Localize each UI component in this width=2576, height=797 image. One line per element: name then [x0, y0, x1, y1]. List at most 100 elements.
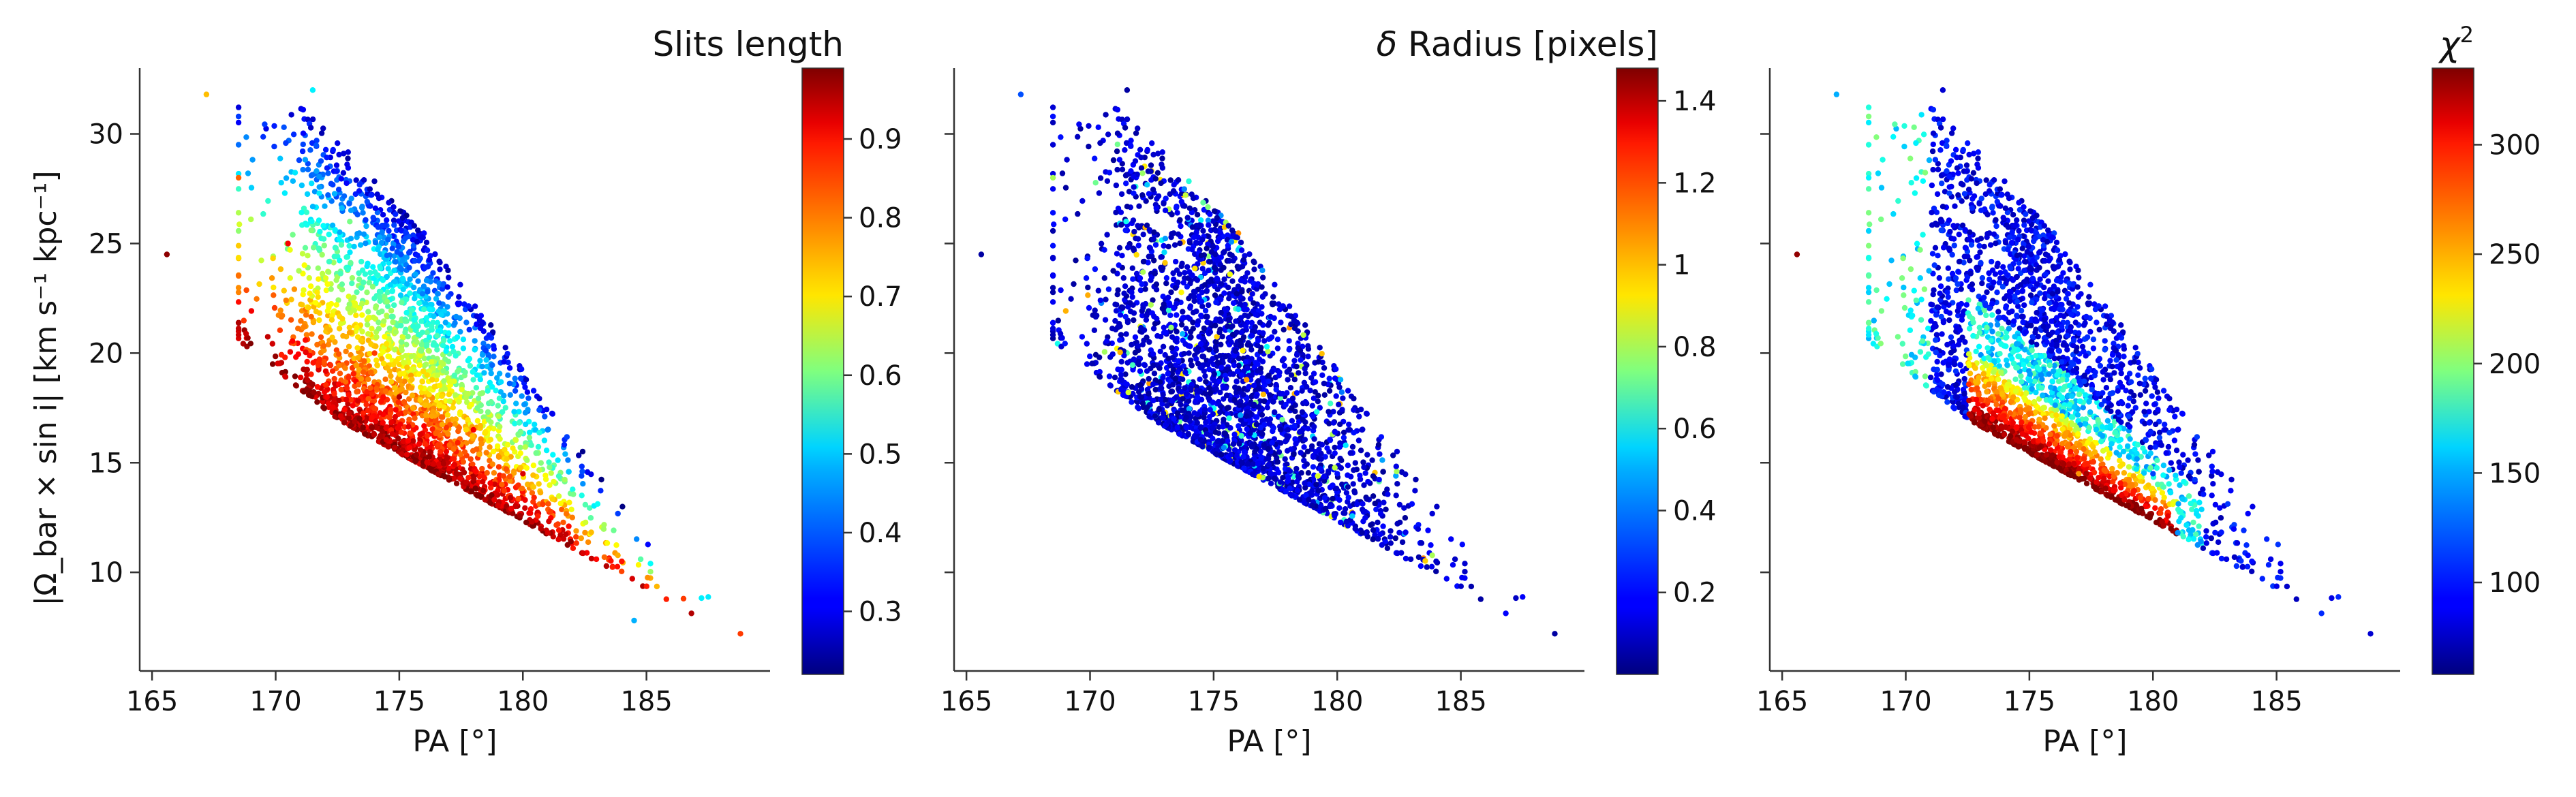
scatter-point — [573, 528, 579, 534]
scatter-point — [1194, 277, 1201, 283]
scatter-point — [437, 260, 443, 266]
scatter-point — [1351, 407, 1357, 413]
scatter-point — [457, 281, 463, 287]
scatter-point — [333, 245, 339, 251]
scatter-point — [476, 473, 482, 480]
scatter-point — [425, 347, 431, 354]
scatter-point — [1207, 329, 1214, 335]
scatter-point — [1140, 232, 1146, 238]
scatter-point — [1122, 147, 1128, 153]
scatter-point — [424, 433, 430, 439]
x-tick-label: 170 — [249, 686, 301, 717]
scatter-point — [1161, 249, 1167, 255]
scatter-point — [519, 485, 525, 492]
scatter-point — [406, 264, 412, 271]
scatter-point — [328, 317, 335, 323]
scatter-point — [1122, 283, 1129, 290]
scatter-point — [1068, 296, 1074, 302]
scatter-point — [1049, 104, 1056, 110]
scatter-point — [705, 594, 711, 600]
scatter-point — [1177, 217, 1183, 223]
scatter-point — [302, 245, 309, 251]
scatter-point — [271, 123, 277, 129]
scatter-point — [356, 276, 363, 283]
scatter-point — [393, 259, 399, 265]
scatter-point — [397, 371, 403, 377]
scatter-point — [512, 388, 519, 394]
scatter-point — [1253, 311, 1259, 317]
scatter-point — [424, 459, 430, 465]
scatter-point — [1150, 397, 1156, 404]
scatter-point — [1229, 278, 1236, 284]
scatter-point — [426, 454, 432, 460]
scatter-point — [338, 176, 344, 182]
scatter-point — [390, 319, 396, 326]
scatter-point — [579, 448, 586, 455]
scatter-point — [391, 267, 397, 274]
scatter-point — [1122, 227, 1129, 234]
scatter-point — [386, 325, 393, 332]
scatter-point — [392, 347, 398, 353]
scatter-point — [353, 177, 359, 183]
scatter-point — [346, 324, 352, 330]
scatter-point — [1214, 215, 1221, 221]
scatter-point — [356, 182, 363, 188]
scatter-point — [497, 436, 503, 442]
scatter-point — [461, 469, 467, 475]
scatter-point — [1279, 390, 1286, 397]
scatter-point — [316, 276, 322, 282]
scatter-point — [1362, 470, 1368, 476]
scatter-point — [370, 215, 376, 221]
scatter-point — [565, 457, 571, 463]
scatter-point — [1226, 415, 1232, 422]
scatter-point — [484, 470, 490, 476]
scatter-point — [440, 414, 446, 420]
scatter-point — [352, 302, 358, 309]
scatter-point — [1239, 289, 1245, 295]
scatter-point — [449, 343, 456, 350]
scatter-point — [1237, 264, 1243, 270]
scatter-point — [296, 268, 302, 274]
scatter-point — [370, 314, 377, 321]
scatter-point — [1182, 192, 1189, 198]
scatter-point — [442, 398, 449, 404]
scatter-point — [1293, 441, 1299, 447]
scatter-point — [1196, 334, 1202, 340]
scatter-point — [1131, 190, 1137, 196]
scatter-point — [445, 294, 452, 300]
scatter-point — [502, 405, 508, 411]
scatter-point — [1349, 443, 1356, 450]
scatter-point — [548, 470, 554, 476]
scatter-point — [410, 438, 416, 444]
scatter-point — [456, 424, 462, 431]
scatter-point — [365, 396, 371, 402]
scatter-point — [383, 424, 390, 431]
scatter-point — [1259, 267, 1266, 274]
scatter-point — [315, 362, 322, 369]
scatter-point — [1377, 451, 1383, 457]
scatter-point — [1058, 134, 1064, 140]
scatter-point — [1136, 203, 1142, 209]
scatter-point — [1162, 236, 1169, 242]
scatter-point — [313, 142, 320, 149]
scatter-point — [346, 343, 352, 349]
scatter-point — [501, 359, 507, 365]
scatter-point — [1340, 395, 1346, 401]
scatter-point — [549, 411, 555, 417]
scatter-point — [1345, 495, 1351, 501]
scatter-point — [523, 377, 530, 383]
scatter-point — [344, 161, 350, 168]
scatter-point — [455, 439, 461, 446]
scatter-point — [1104, 338, 1110, 344]
scatter-point — [391, 302, 397, 309]
scatter-point — [1468, 583, 1475, 590]
scatter-point — [1230, 300, 1237, 307]
scatter-point — [536, 395, 542, 402]
scatter-point — [1139, 281, 1145, 287]
scatter-point — [304, 358, 310, 365]
scatter-point — [1115, 366, 1121, 373]
scatter-point — [530, 472, 536, 478]
scatter-point — [399, 299, 405, 306]
scatter-point — [370, 264, 376, 270]
scatter-point — [1114, 106, 1121, 113]
